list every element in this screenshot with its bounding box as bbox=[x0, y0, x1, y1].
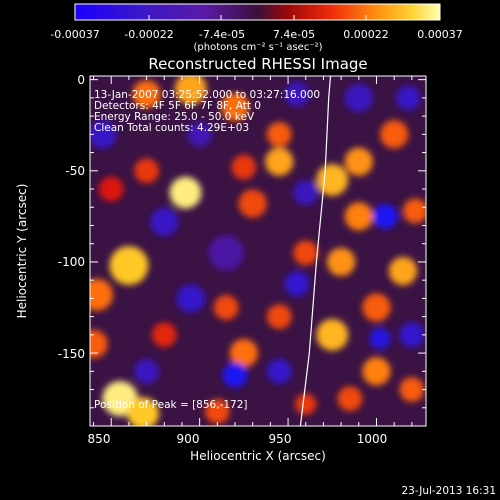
heatmap-blob-40 bbox=[266, 358, 292, 384]
colorbar-tick-5: 0.00037 bbox=[417, 28, 463, 41]
heatmap-blob-31 bbox=[134, 158, 159, 184]
annotation-time-range: 13-Jan-2007 03:25:52.000 to 03:27:16.000 bbox=[94, 89, 320, 101]
heatmap-blob-21 bbox=[266, 304, 292, 330]
heatmap-blob-20 bbox=[316, 318, 349, 351]
y-tick-label-minus100: -100 bbox=[58, 255, 85, 269]
heatmap-blob-43 bbox=[344, 83, 373, 113]
heatmap-blob-23 bbox=[213, 295, 239, 320]
heatmap-blob-18 bbox=[293, 240, 319, 266]
heatmap-blob-32 bbox=[98, 176, 124, 202]
heatmap-blob-26 bbox=[337, 386, 363, 412]
heatmap-blob-27 bbox=[295, 393, 317, 415]
plot-frame bbox=[89, 75, 427, 427]
heatmap-blob-24 bbox=[362, 357, 391, 386]
colorbar-tick-4: 0.00022 bbox=[343, 28, 389, 41]
heatmap-blob-3 bbox=[109, 246, 149, 286]
annotation-detectors: Detectors: 4F 5F 6F 7F 8F, Att 0 bbox=[94, 100, 261, 112]
heatmap-blob-48 bbox=[395, 85, 421, 111]
heatmap-blob-42 bbox=[399, 322, 425, 348]
heatmap-blob-29 bbox=[90, 329, 108, 359]
heatmap-blob-15 bbox=[344, 202, 373, 231]
heatmap-image bbox=[90, 76, 426, 426]
x-tick-label-850: 850 bbox=[88, 432, 111, 446]
heatmap-blob-22 bbox=[229, 338, 258, 368]
heatmap-blob-49 bbox=[187, 121, 213, 147]
heatmap-blob-44 bbox=[284, 81, 310, 107]
colorbar-tick-1: -0.00022 bbox=[124, 28, 173, 41]
heatmap-blob-37 bbox=[369, 327, 391, 350]
heatmap-blob-13 bbox=[344, 147, 373, 176]
y-tick-label-0: 0 bbox=[77, 73, 85, 87]
heatmap-blob-10 bbox=[231, 154, 257, 180]
footer-date: 23-Jul-2013 16:31 bbox=[401, 485, 496, 497]
colorbar bbox=[74, 3, 441, 21]
x-tick-label-900: 900 bbox=[177, 432, 200, 446]
colorbar-tick-2: -7.4e-05 bbox=[199, 28, 245, 41]
heatmap-blob-19 bbox=[362, 293, 391, 322]
x-axis-label: Heliocentric X (arcsec) bbox=[190, 449, 326, 463]
heatmap-blob-17 bbox=[388, 256, 418, 286]
heatmap-blob-14 bbox=[380, 120, 409, 149]
annotation-energy-range: Energy Range: 25.0 - 50.0 keV bbox=[94, 111, 255, 123]
heatmap-blob-45 bbox=[90, 120, 117, 149]
heatmap-blob-39 bbox=[150, 207, 179, 236]
chart-title: Reconstructed RHESSI Image bbox=[148, 55, 367, 73]
x-tick-label-1000: 1000 bbox=[357, 432, 388, 446]
heatmap-blob-7 bbox=[220, 92, 250, 122]
heatmap-blob-11 bbox=[238, 189, 267, 218]
heatmap-blob-33 bbox=[403, 198, 426, 224]
x-tick-label-950: 950 bbox=[269, 432, 292, 446]
heatmap-blob-46 bbox=[293, 180, 319, 206]
solar-limb-curve bbox=[299, 76, 332, 426]
heatmap-blob-38 bbox=[284, 271, 310, 297]
colorbar-tick-3: 7.4e-05 bbox=[273, 28, 315, 41]
y-tick-label-minus50: -50 bbox=[65, 164, 85, 178]
colorbar-units: (photons cm⁻² s⁻¹ asec⁻²) bbox=[193, 42, 322, 53]
heatmap-blob-47 bbox=[134, 358, 159, 384]
axis-ticks bbox=[90, 76, 426, 426]
heatmap-blob-28 bbox=[204, 399, 230, 424]
heatmap-blob-1 bbox=[127, 397, 159, 426]
heatmap-blob-6 bbox=[174, 76, 207, 105]
y-tick-label-minus150: -150 bbox=[58, 347, 85, 361]
heatmap-blob-35 bbox=[372, 203, 398, 229]
heatmap-blob-4 bbox=[90, 278, 113, 311]
heatmap-blob-30 bbox=[151, 322, 177, 348]
heatmap-blob-2 bbox=[169, 176, 202, 209]
heatmap-blob-9 bbox=[265, 147, 294, 176]
heatmap-blob-8 bbox=[266, 121, 292, 147]
heatmap-blob-16 bbox=[326, 247, 356, 277]
heatmap-blob-12 bbox=[316, 163, 349, 196]
y-axis-label: Heliocentric Y (arcsec) bbox=[15, 184, 29, 319]
annotation-block: 13-Jan-2007 03:25:52.000 to 03:27:16.000… bbox=[94, 89, 320, 134]
colorbar-tick-0: -0.00037 bbox=[50, 28, 99, 41]
annotation-clean-counts: Clean Total counts: 4.29E+03 bbox=[94, 122, 249, 134]
heatmap-blob-5 bbox=[132, 80, 161, 109]
heatmap-blob-25 bbox=[399, 377, 425, 402]
annotation-peak-position: Position of Peak = [856,-172] bbox=[94, 399, 248, 411]
heatmap-blob-34 bbox=[208, 235, 244, 271]
heatmap-blob-36 bbox=[222, 362, 248, 388]
colorbar-ticks bbox=[74, 15, 441, 20]
heatmap-blob-41 bbox=[176, 284, 205, 313]
